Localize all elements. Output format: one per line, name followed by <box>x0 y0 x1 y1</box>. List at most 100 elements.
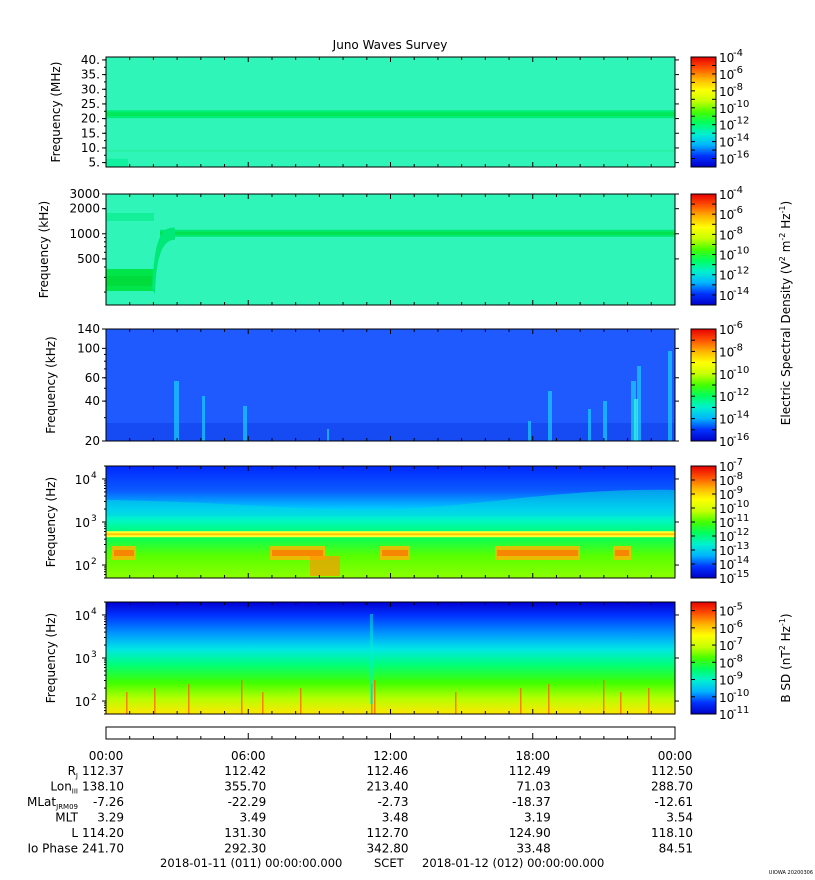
colorbar-tick-exponent: -12 <box>733 387 749 398</box>
ephemeris-label-main: R <box>68 764 76 778</box>
colorbar-tick-label: 10 <box>719 708 734 722</box>
colorbar-tick-label: 10 <box>719 502 734 516</box>
credit-label: UIOWA 20200306 <box>769 870 813 876</box>
bfield-colorbar-label-part: B SD (nT <box>779 650 793 703</box>
colorbar-tick-exponent: -12 <box>733 266 749 277</box>
ephemeris-label-main: Io Phase <box>27 842 78 856</box>
y-tick-label: 10 <box>75 516 90 530</box>
ephemeris-value: 124.90 <box>509 826 551 840</box>
bfield-colorbar-label-part: 2 <box>778 645 787 650</box>
y-tick-label: 30. <box>81 82 100 96</box>
efield-colorbar-label-part: Electric Spectral Density (V <box>779 260 793 425</box>
ephemeris-value: 3.54 <box>666 811 693 825</box>
ephemeris-value: 112.70 <box>367 826 409 840</box>
colorbar-tick-exponent: -10 <box>733 246 749 257</box>
efield-colorbar-label-part: -1 <box>778 206 787 214</box>
ephemeris-label-main: Lon <box>50 780 71 794</box>
ephemeris-value: 71.03 <box>516 780 550 794</box>
y-tick-label: 140 <box>77 322 100 336</box>
ephemeris-value: 138.10 <box>82 780 124 794</box>
colorbar-tick-exponent: -12 <box>733 527 749 538</box>
colorbar-tick-exponent: -8 <box>733 225 743 236</box>
colorbar-tick-exponent: -6 <box>733 65 743 76</box>
time-tick-label: 12:00 <box>373 749 408 763</box>
efield-colorbar-label-part: -2 <box>778 233 787 241</box>
colorbar-tick-exponent: -10 <box>733 99 749 110</box>
y-tick-label: 10. <box>81 141 100 155</box>
colorbar-tick-label: 10 <box>719 153 734 167</box>
footer-scet-label: SCET <box>374 856 405 870</box>
colorbar-tick-label: 10 <box>719 188 734 202</box>
spectrogram-image-5 <box>106 602 675 714</box>
y-tick-label: 100 <box>77 341 100 355</box>
y-tick-label: 10 <box>75 652 90 666</box>
colorbar-tick-label: 10 <box>719 639 734 653</box>
colorbar-tick-label: 10 <box>719 674 734 688</box>
y-tick-exponent: 4 <box>91 471 97 481</box>
y-tick-exponent: 2 <box>91 693 97 703</box>
ephemeris-label-main: MLat <box>27 795 56 809</box>
y-tick-label: 25. <box>81 97 100 111</box>
ephemeris-row-label: MLatJRM09 <box>27 795 78 811</box>
ephemeris-value: -22.29 <box>228 795 267 809</box>
y-tick-label: 35. <box>81 68 100 82</box>
y-tick-label: 10 <box>75 609 90 623</box>
ephemeris-value: -2.73 <box>377 795 408 809</box>
colorbar-tick-label: 10 <box>719 460 734 474</box>
ephemeris-row-label: RJ <box>68 764 78 780</box>
colorbar-tick-exponent: -8 <box>733 653 743 664</box>
figure-title: Juno Waves Survey <box>332 38 448 52</box>
colorbar-tick-label: 10 <box>719 136 734 150</box>
colorbar-tick-label: 10 <box>719 208 734 222</box>
colorbar-tick-label: 10 <box>719 85 734 99</box>
colorbar-tick-label: 10 <box>719 390 734 404</box>
colorbar-tick-exponent: -14 <box>733 133 749 144</box>
colorbar-tick-label: 10 <box>719 605 734 619</box>
colorbar-tick-exponent: -14 <box>733 286 749 297</box>
y-tick-label: 20 <box>85 434 100 448</box>
y-tick-label: 5. <box>89 156 100 170</box>
colorbar-tick-label: 10 <box>719 516 734 530</box>
ephemeris-label-sub: JRM09 <box>55 803 78 811</box>
efield-colorbar-label: Electric Spectral Density (V2 m-2 Hz-1) <box>778 201 793 425</box>
time-tick-label: 00:00 <box>658 749 693 763</box>
y-tick-exponent: 4 <box>91 607 97 617</box>
ephemeris-value: 241.70 <box>82 842 124 856</box>
colorbar-tick-label: 10 <box>719 622 734 636</box>
colorbar-tick-label: 10 <box>719 691 734 705</box>
y-tick-label: 20. <box>81 112 100 126</box>
ephemeris-value: 112.42 <box>224 764 266 778</box>
spectrogram-image-2 <box>106 194 675 305</box>
ephemeris-value: 288.70 <box>651 780 693 794</box>
y-tick-label: 2000 <box>69 202 100 216</box>
y-tick-exponent: 3 <box>91 650 97 660</box>
ephemeris-label-main: L <box>71 826 78 840</box>
colorbar-tick-label: 10 <box>719 530 734 544</box>
ephemeris-value: 3.49 <box>240 811 267 825</box>
colorbar-tick-label: 10 <box>719 249 734 263</box>
ephemeris-value: 292.30 <box>224 842 266 856</box>
ephemeris-value: 33.48 <box>516 842 550 856</box>
colorbar-ramp <box>690 56 717 168</box>
y-tick-label: 3000 <box>69 187 100 201</box>
efield-colorbar-label-part: m <box>779 241 793 257</box>
y-axis-label: Frequency (Hz) <box>44 613 58 704</box>
y-tick-label: 500 <box>77 252 100 266</box>
ephemeris-label-main: MLT <box>55 811 78 825</box>
y-axis-label: Frequency (MHz) <box>49 62 63 163</box>
colorbar-tick-label: 10 <box>719 413 734 427</box>
colorbar-tick-exponent: -6 <box>733 619 743 630</box>
colorbar-tick-label: 10 <box>719 119 734 133</box>
time-tick-label: 06:00 <box>231 749 266 763</box>
colorbar-ramp <box>690 193 717 306</box>
y-tick-label: 10 <box>75 473 90 487</box>
ephemeris-value: 131.30 <box>224 826 266 840</box>
spectrogram-panel-1: 40.35.30.25.20.15.10.5. Frequency (MHz) 10… <box>49 48 749 170</box>
